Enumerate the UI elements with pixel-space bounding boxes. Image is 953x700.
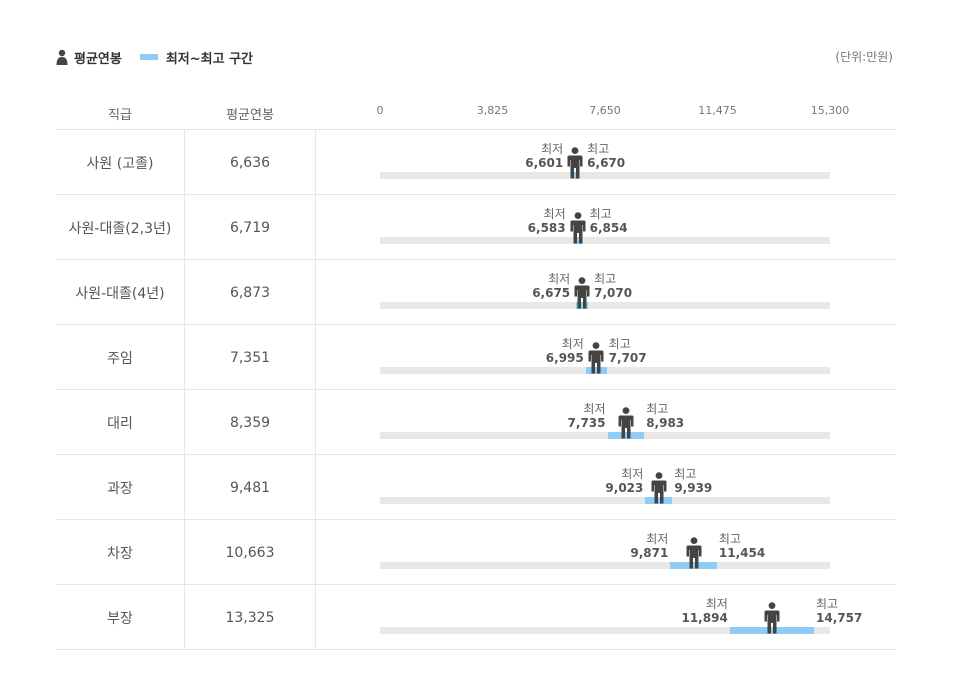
min-value: 7,735 [567, 416, 606, 430]
legend-avg-label: 평균연봉 [74, 51, 122, 67]
avg-cell: 6,873 [185, 260, 316, 325]
range-track [380, 497, 830, 504]
max-value: 9,939 [674, 481, 713, 495]
avg-cell: 6,719 [185, 195, 316, 260]
min-value: 6,583 [527, 221, 566, 235]
legend: 평균연봉 최저~최고 구간 [56, 47, 253, 67]
person-icon [574, 277, 590, 309]
header-avg: 평균연봉 [226, 108, 274, 123]
max-caption: 최고 [608, 337, 631, 351]
min-value: 9,871 [630, 546, 669, 560]
tick-label: 0 [376, 104, 384, 117]
max-caption: 최고 [587, 142, 610, 156]
max-caption: 최고 [589, 207, 612, 221]
range-track [380, 627, 830, 634]
range-bar [574, 172, 578, 179]
person-icon [686, 537, 702, 569]
range-bar [729, 627, 815, 634]
range-track [380, 432, 830, 439]
range-bar [607, 432, 645, 439]
rank-cell: 과장 [56, 455, 185, 520]
range-swatch [139, 54, 158, 60]
max-caption: 최고 [816, 597, 839, 611]
min-caption: 최저 [646, 532, 669, 546]
range-track [380, 172, 830, 179]
max-caption: 최고 [594, 272, 617, 286]
range-bar [585, 367, 607, 374]
avg-cell: 7,351 [185, 325, 316, 390]
avg-cell: 13,325 [185, 585, 316, 650]
range-track [380, 302, 830, 309]
range-bar [670, 562, 717, 569]
person-icon [764, 602, 780, 634]
min-value: 6,601 [525, 156, 564, 170]
rank-cell: 사원-대졸(2,3년) [56, 195, 185, 260]
range-bar [573, 237, 582, 244]
max-value: 6,670 [587, 156, 626, 170]
table-row: 대리 8,359 최저 7,735 최고 8,983 [56, 390, 896, 455]
max-value: 8,983 [646, 416, 685, 430]
person-icon [56, 49, 68, 65]
table-row: 사원 (고졸) 6,636 최저 6,601 최고 6,670 [56, 130, 896, 195]
rank-cell: 차장 [56, 520, 185, 585]
avg-cell: 6,636 [185, 130, 316, 195]
rank-cell: 주임 [56, 325, 185, 390]
max-caption: 최고 [718, 532, 741, 546]
tick-label: 11,475 [698, 104, 737, 117]
min-value: 6,995 [545, 351, 584, 365]
max-caption: 최고 [646, 402, 669, 416]
min-caption: 최저 [621, 467, 644, 481]
header-rank: 직급 [108, 108, 132, 123]
max-value: 11,454 [718, 546, 766, 560]
table-header: 직급 평균연봉 [56, 96, 896, 130]
person-icon [567, 147, 583, 179]
min-caption: 최저 [548, 272, 571, 286]
rank-cell: 사원 (고졸) [56, 130, 185, 195]
min-caption: 최저 [583, 402, 606, 416]
tick-label: 7,650 [589, 104, 621, 117]
max-value: 7,070 [594, 286, 633, 300]
range-bar [576, 302, 588, 309]
range-bar [645, 497, 673, 504]
rank-cell: 부장 [56, 585, 185, 650]
avg-cell: 9,481 [185, 455, 316, 520]
min-caption: 최저 [561, 337, 584, 351]
max-value: 7,707 [608, 351, 647, 365]
min-caption: 최저 [541, 142, 564, 156]
min-value: 6,675 [532, 286, 571, 300]
table-row: 사원-대졸(4년) 6,873 최저 6,675 최고 7,070 [56, 260, 896, 325]
person-icon [618, 407, 634, 439]
min-caption: 최저 [705, 597, 728, 611]
unit-label: (단위:만원) [835, 50, 893, 64]
avg-cell: 10,663 [185, 520, 316, 585]
max-caption: 최고 [674, 467, 697, 481]
person-icon [570, 212, 586, 244]
min-value: 9,023 [605, 481, 644, 495]
salary-table: 사원 (고졸) 6,636 최저 6,601 최고 6,670 사원-대졸(2,3년) 6,7… [56, 130, 896, 650]
person-icon [651, 472, 667, 504]
table-row: 차장 10,663 최저 9,871 최고 11,454 [56, 520, 896, 585]
tick-label: 3,825 [476, 104, 509, 117]
avg-cell: 8,359 [185, 390, 316, 455]
max-value: 6,854 [589, 221, 628, 235]
rank-cell: 사원-대졸(4년) [56, 260, 185, 325]
table-row: 사원-대졸(2,3년) 6,719 최저 6,583 최고 6,854 [56, 195, 896, 260]
range-track [380, 562, 830, 569]
legend-range-label: 최저~최고 구간 [165, 51, 254, 67]
person-icon [588, 342, 604, 374]
min-caption: 최저 [543, 207, 566, 221]
rank-cell: 대리 [56, 390, 185, 455]
table-row: 과장 9,481 최저 9,023 최고 9,939 [56, 455, 896, 520]
table-row: 부장 13,325 최저 11,894 최고 14,757 [56, 585, 896, 650]
max-value: 14,757 [816, 611, 863, 625]
range-track [380, 237, 830, 244]
tick-label: 15,300 [810, 104, 850, 117]
table-row: 주임 7,351 최저 6,995 최고 7,707 [56, 325, 896, 390]
min-value: 11,894 [681, 611, 728, 625]
